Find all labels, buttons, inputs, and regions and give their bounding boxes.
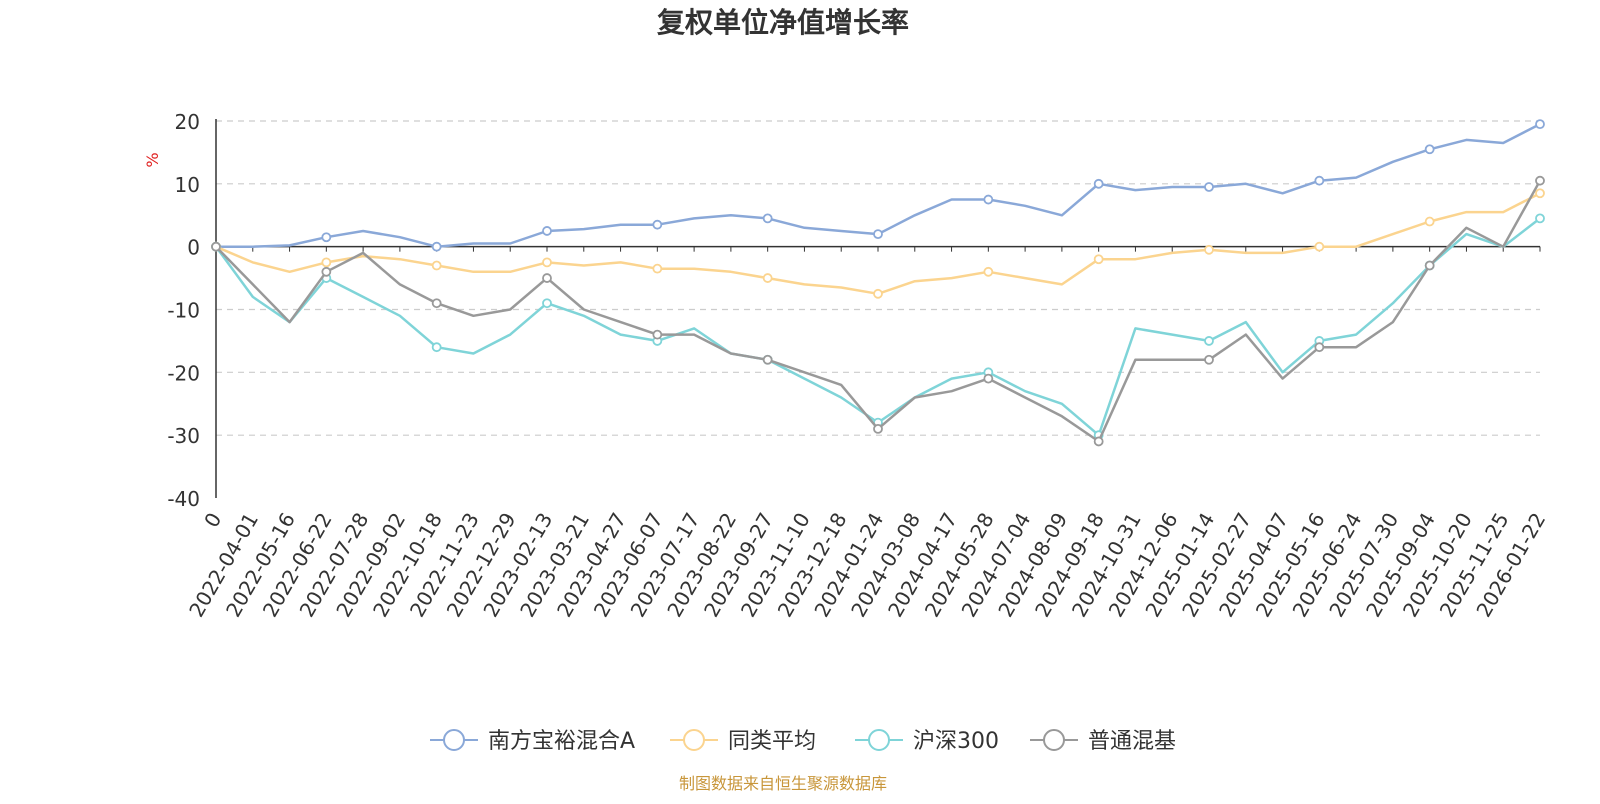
legend-label: 南方宝裕混合A [488,729,635,754]
data-point [431,342,442,353]
axes: 20100-10-20-30-4002022-04-012022-05-1620… [167,110,1550,621]
data-point [1314,342,1325,353]
data-point [983,373,994,384]
data-point [542,257,552,268]
legend-marker [868,729,890,751]
data-point [873,229,883,240]
data-point [1204,354,1214,365]
data-point [762,213,773,224]
data-point [1314,175,1325,186]
y-tick-label: -10 [167,299,200,323]
series-line [215,192,1541,296]
data-point [1093,178,1104,189]
data-point [431,241,442,252]
x-tick-label: 0 [199,509,226,532]
y-tick-label: -20 [167,361,200,385]
data-point [1314,241,1325,252]
data-point [431,298,442,309]
data-point [873,423,883,434]
data-point [762,273,773,283]
y-tick-label: 0 [187,236,200,260]
data-point [431,260,442,271]
y-tick-label: -40 [167,487,200,511]
data-point [983,266,994,277]
data-point [652,219,663,230]
data-point [542,226,552,236]
data-point [1535,175,1545,186]
data-point [542,273,552,283]
data-point [762,354,773,365]
series-lines [211,119,1545,447]
legend: 南方宝裕混合A 同类平均 沪深300 普通混基 [430,729,1176,754]
y-tick-label: -30 [167,424,200,448]
data-point [321,257,332,268]
data-point [873,288,883,299]
data-point [1424,144,1435,155]
data-point [652,263,663,274]
y-tick-label: 20 [175,110,200,134]
y-axis-unit-label: % [143,152,162,167]
data-point [1204,336,1214,346]
data-point [1535,213,1545,224]
data-point [1424,216,1435,227]
chart-title: 复权单位净值增长率 [657,6,909,39]
legend-marker [443,729,465,751]
data-point [983,194,994,205]
data-point [652,329,663,340]
data-point [211,241,221,252]
series-line [216,122,1541,248]
series-line [215,180,1542,443]
data-point [542,298,552,309]
data-point [1424,260,1435,271]
legend-marker [683,729,705,751]
legend-label: 同类平均 [728,729,816,754]
data-point [321,232,332,243]
data-point [1535,188,1545,199]
data-point [1093,436,1104,447]
source-note: 制图数据来自恒生聚源数据库 [679,774,887,793]
data-point [1093,254,1104,265]
data-point [321,266,332,277]
data-point [1204,182,1214,192]
legend-label: 普通混基 [1088,729,1176,754]
data-point [1204,244,1214,255]
grid-lines [216,120,1540,436]
y-tick-label: 10 [175,173,200,197]
legend-marker [1043,729,1065,751]
data-point [1535,119,1545,130]
legend-label: 沪深300 [913,729,999,754]
